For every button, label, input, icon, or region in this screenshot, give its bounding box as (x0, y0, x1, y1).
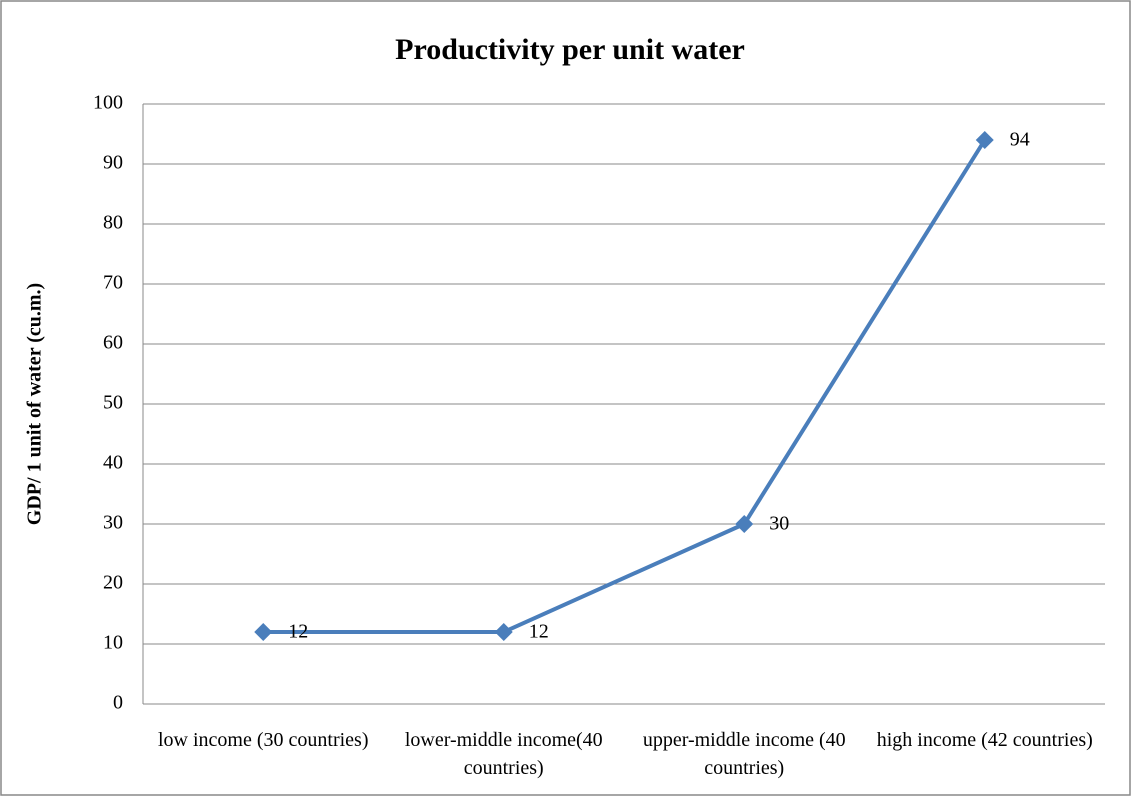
point (254, 623, 273, 641)
y-tick-label: 0 (113, 692, 123, 714)
data-label: 30 (769, 513, 789, 535)
y-tick-label: 20 (103, 572, 123, 594)
data-label: 12 (288, 621, 308, 643)
x-tick-label: upper-middle income (40 countries) (642, 729, 846, 779)
y-tick-label: 30 (103, 512, 123, 534)
x-tick-label: low income (30 countries) (158, 729, 369, 751)
y-tick-label: 90 (103, 152, 123, 174)
data-label: 94 (1010, 129, 1030, 151)
point (494, 623, 513, 641)
x-tick-label: high income (42 countries) (876, 729, 1093, 751)
y-tick-label: 100 (93, 92, 123, 114)
y-tick-label: 50 (103, 392, 123, 414)
y-tick-label: 80 (103, 212, 123, 234)
y-tick-label: 10 (103, 632, 123, 654)
x-tick-label: lower-middle income(40 countries) (404, 729, 603, 779)
y-axis-label: GDP/ 1 unit of water (cu.m.) (24, 283, 46, 525)
chart-title: Productivity per unit water (395, 33, 745, 66)
point (975, 131, 994, 149)
y-tick-label: 60 (103, 332, 123, 354)
point (735, 515, 754, 533)
y-tick-label: 40 (103, 452, 123, 474)
y-tick-label: 70 (103, 272, 123, 294)
data-label: 12 (529, 621, 549, 643)
line (263, 138, 987, 634)
